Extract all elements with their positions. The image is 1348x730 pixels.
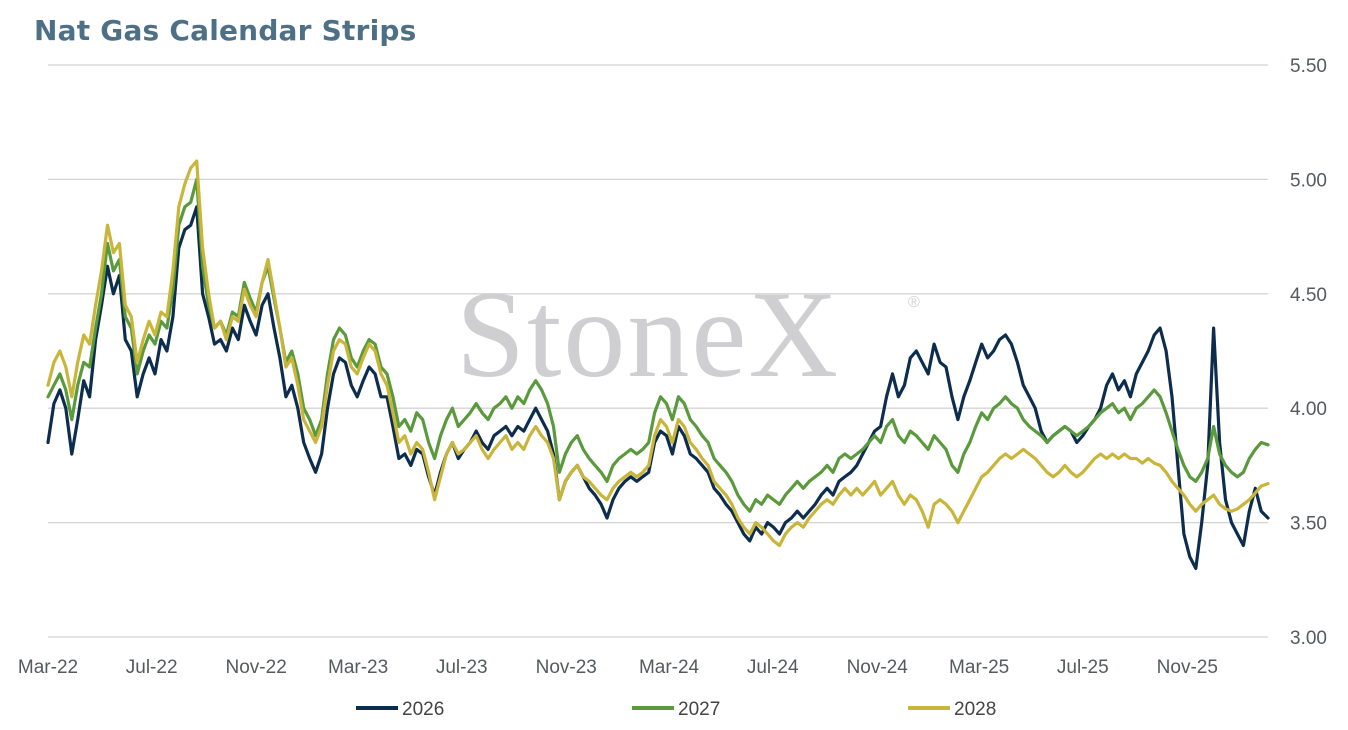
x-tick-label: Mar-25	[949, 657, 1009, 678]
series-lines	[46, 159, 1270, 570]
watermark-registered-mark: ®	[908, 294, 920, 311]
legend: 2026 2027 2028	[356, 699, 996, 720]
y-tick-label: 5.50	[1290, 56, 1327, 77]
legend-label-2026: 2026	[402, 699, 444, 720]
watermark-text: StoneX	[456, 266, 840, 403]
x-tick-label: Jul-24	[747, 657, 799, 678]
y-tick-label: 4.00	[1290, 399, 1327, 420]
series-line-2028	[46, 159, 1270, 548]
x-tick-label: Nov-22	[226, 657, 287, 678]
legend-label-2028: 2028	[954, 699, 996, 720]
y-axis-ticks: 3.00 3.50 4.00 4.50 5.00 5.50	[1290, 56, 1327, 649]
x-tick-label: Jul-23	[436, 657, 488, 678]
x-axis-ticks: Mar-22 Jul-22 Nov-22 Mar-23 Jul-23 Nov-23 Mar-…	[18, 657, 1218, 678]
y-tick-label: 5.00	[1290, 170, 1327, 191]
stonex-watermark: StoneX ®	[456, 266, 920, 403]
y-tick-label: 3.00	[1290, 628, 1327, 649]
x-tick-label: Nov-25	[1157, 657, 1218, 678]
x-tick-label: Mar-22	[18, 657, 78, 678]
y-tick-label: 3.50	[1290, 514, 1327, 535]
x-tick-label: Jul-22	[126, 657, 178, 678]
chart-title: Nat Gas Calendar Strips	[34, 14, 417, 47]
series-line-2027	[46, 177, 1270, 513]
legend-label-2027: 2027	[678, 699, 720, 720]
x-tick-label: Nov-24	[847, 657, 909, 678]
x-tick-label: Mar-24	[639, 657, 700, 678]
x-tick-label: Mar-23	[328, 657, 388, 678]
x-tick-label: Nov-23	[536, 657, 597, 678]
x-tick-label: Jul-25	[1057, 657, 1109, 678]
y-tick-label: 4.50	[1290, 285, 1327, 306]
